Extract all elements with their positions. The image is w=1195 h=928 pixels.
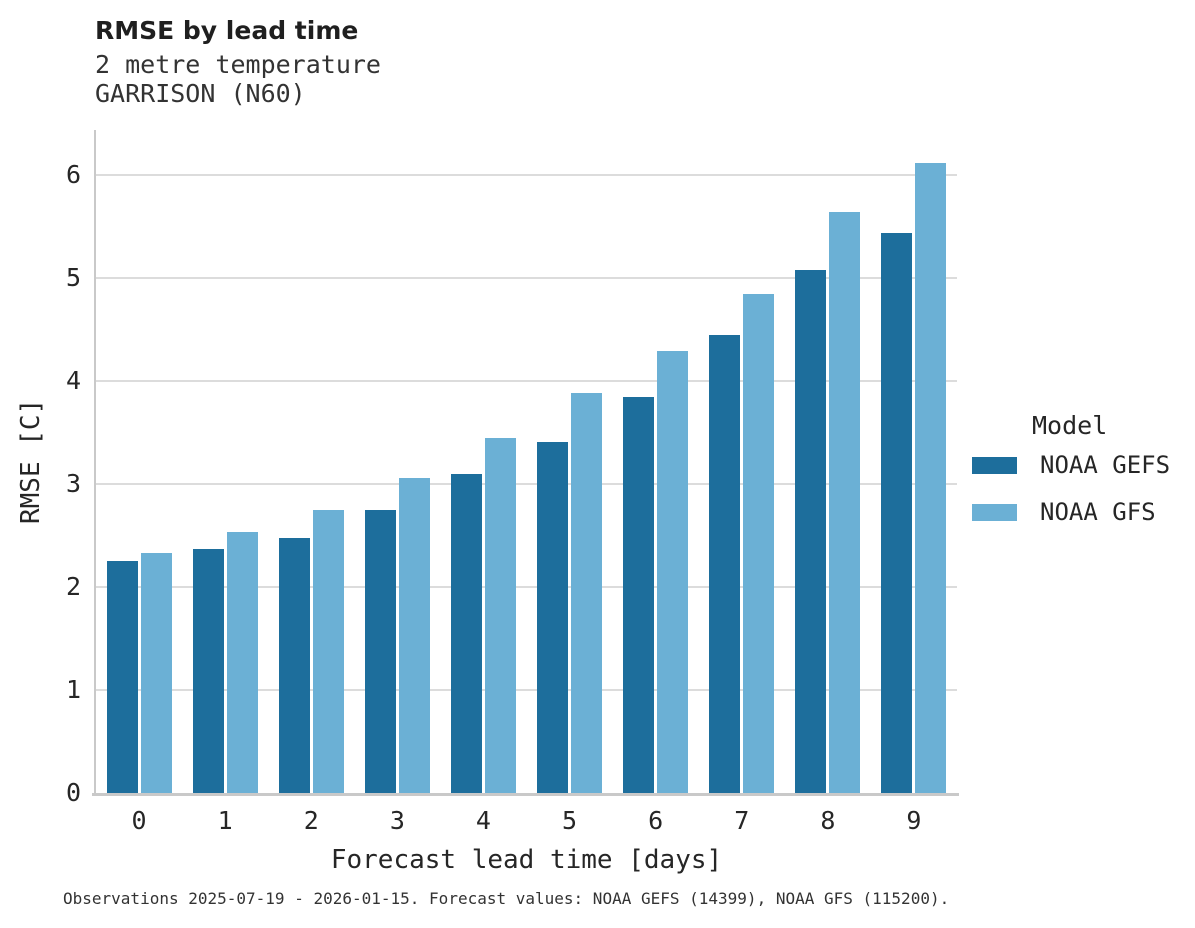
bars-layer <box>96 130 957 793</box>
bar-group-9 <box>871 130 957 793</box>
bar-noaa-gefs-lead3 <box>364 510 396 793</box>
bar-noaa-gefs-lead8 <box>795 270 827 793</box>
x-tick-label: 4 <box>475 806 491 835</box>
gridline-y1 <box>96 689 957 691</box>
gridline-y6 <box>96 174 957 176</box>
x-axis-label: Forecast lead time [days] <box>330 845 723 875</box>
y-tick-label: 6 <box>65 160 81 190</box>
bar-group-0 <box>96 130 182 793</box>
subtitle-station: GARRISON (N60) <box>95 79 306 108</box>
y-tick-label: 4 <box>65 366 81 396</box>
bar-group-1 <box>182 130 268 793</box>
gridline-y4 <box>96 380 957 382</box>
y-tick-label: 5 <box>65 263 81 293</box>
gridline-y2 <box>96 586 957 588</box>
bar-group-3 <box>354 130 440 793</box>
bar-noaa-gfs-lead0 <box>140 553 172 793</box>
bar-noaa-gefs-lead5 <box>537 442 569 793</box>
bar-group-7 <box>699 130 785 793</box>
chart-title: RMSE by lead time <box>95 16 359 45</box>
legend-swatch-icon <box>972 503 1017 521</box>
bar-noaa-gfs-lead2 <box>312 510 344 793</box>
y-tick-label: 0 <box>65 778 81 807</box>
bar-noaa-gefs-lead6 <box>623 397 655 793</box>
gridline-y5 <box>96 277 957 279</box>
legend-title: Model <box>1032 411 1108 440</box>
legend-label: NOAA GEFS <box>1040 451 1171 479</box>
chart-subtitle: 2 metre temperature GARRISON (N60) <box>95 50 381 108</box>
y-tick-label: 2 <box>65 572 81 602</box>
legend-swatch-icon <box>972 456 1017 474</box>
plot-area: 0 1 2 3 4 5 6 0 1 2 3 4 5 6 7 8 9 <box>66 130 959 835</box>
y-tick-label: 3 <box>65 469 81 499</box>
bar-group-5 <box>526 130 612 793</box>
x-tick-label: 5 <box>562 806 578 835</box>
x-tick-label: 2 <box>303 806 319 835</box>
bar-group-2 <box>268 130 354 793</box>
bar-noaa-gefs-lead2 <box>278 538 310 793</box>
legend-item-noaa-gefs: NOAA GEFS <box>972 451 1170 479</box>
y-tick-label: 1 <box>65 675 81 705</box>
bar-noaa-gefs-lead4 <box>450 474 482 793</box>
x-tick-label: 0 <box>131 806 147 835</box>
legend: Model NOAA GEFS NOAA GFS <box>972 411 1170 526</box>
bar-noaa-gefs-lead9 <box>881 233 913 793</box>
bar-group-4 <box>440 130 526 793</box>
bar-noaa-gfs-lead7 <box>743 294 775 793</box>
bar-noaa-gfs-lead1 <box>226 532 258 793</box>
subtitle-variable: 2 metre temperature <box>95 50 381 79</box>
bar-group-8 <box>785 130 871 793</box>
y-axis-spine <box>94 130 96 796</box>
bar-noaa-gefs-lead7 <box>709 335 741 793</box>
x-axis-spine <box>92 793 959 796</box>
legend-item-noaa-gfs: NOAA GFS <box>972 498 1170 526</box>
x-tick-label: 6 <box>648 806 664 835</box>
gridline-y3 <box>96 483 957 485</box>
bar-noaa-gfs-lead9 <box>915 163 947 793</box>
bar-noaa-gfs-lead5 <box>571 393 603 793</box>
bar-noaa-gfs-lead8 <box>829 212 861 793</box>
x-tick-label: 8 <box>820 806 836 835</box>
legend-label: NOAA GFS <box>1040 498 1156 526</box>
bar-group-6 <box>613 130 699 793</box>
x-tick-label: 3 <box>389 806 405 835</box>
bar-noaa-gfs-lead3 <box>398 478 430 793</box>
bar-noaa-gefs-lead0 <box>106 561 138 793</box>
bar-noaa-gefs-lead1 <box>192 549 224 793</box>
footer-note: Observations 2025-07-19 - 2026-01-15. Fo… <box>63 889 950 908</box>
legend-rows: NOAA GEFS NOAA GFS <box>972 451 1170 526</box>
bar-noaa-gfs-lead4 <box>484 438 516 793</box>
x-tick-label: 7 <box>734 806 750 835</box>
x-tick-label: 9 <box>906 806 922 835</box>
bar-noaa-gfs-lead6 <box>657 351 689 793</box>
x-tick-label: 1 <box>217 806 233 835</box>
